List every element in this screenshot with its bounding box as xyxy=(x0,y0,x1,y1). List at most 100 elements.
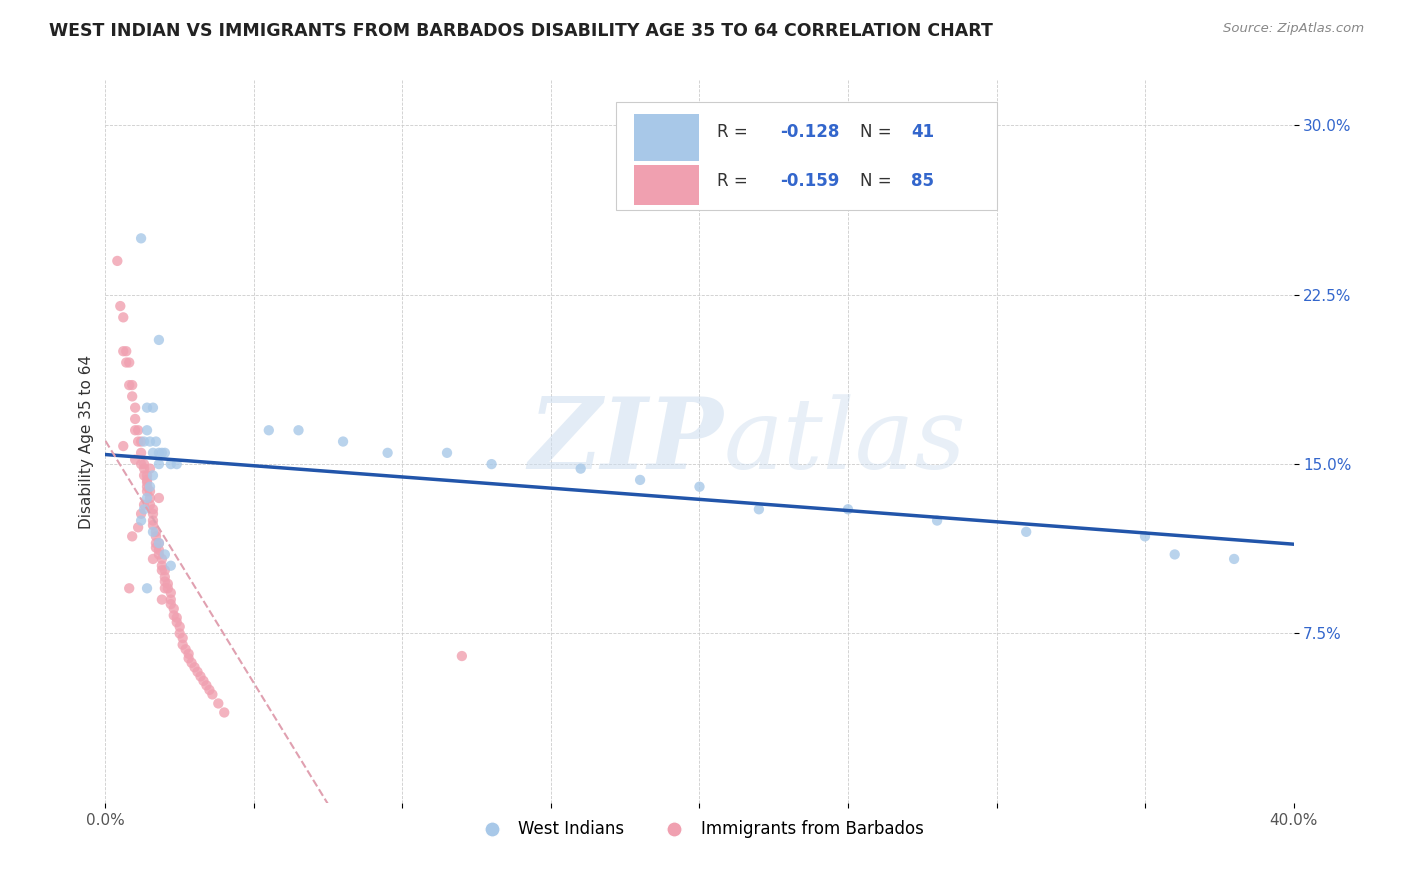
Point xyxy=(145,529,167,543)
Point xyxy=(332,434,354,449)
Point xyxy=(142,524,165,539)
Point xyxy=(139,491,162,505)
Point xyxy=(129,434,152,449)
Point xyxy=(450,648,472,663)
Text: N =: N = xyxy=(860,172,897,190)
Point xyxy=(136,401,159,415)
Y-axis label: Disability Age 35 to 64: Disability Age 35 to 64 xyxy=(79,354,94,529)
Point xyxy=(159,597,181,611)
Point xyxy=(145,541,167,555)
Point xyxy=(115,344,138,359)
Point xyxy=(115,355,138,369)
Bar xyxy=(634,114,700,161)
Point xyxy=(169,620,191,634)
Point xyxy=(153,582,176,596)
Point xyxy=(156,582,179,596)
Point xyxy=(118,378,141,392)
Point xyxy=(159,592,181,607)
Point xyxy=(132,468,155,483)
Legend: West Indians, Immigrants from Barbados: West Indians, Immigrants from Barbados xyxy=(468,814,931,845)
Point xyxy=(153,574,176,589)
Point xyxy=(105,253,128,268)
Point xyxy=(148,333,170,347)
Point xyxy=(748,502,770,516)
Point xyxy=(201,687,224,701)
Point xyxy=(124,412,146,426)
Point xyxy=(148,542,170,557)
Point xyxy=(257,423,280,437)
Point xyxy=(142,514,165,528)
Point xyxy=(153,570,176,584)
Text: atlas: atlas xyxy=(723,394,966,489)
Point xyxy=(136,484,159,499)
Point xyxy=(148,536,170,550)
Point xyxy=(150,592,173,607)
Point xyxy=(136,491,159,505)
Text: R =: R = xyxy=(717,172,754,190)
Text: ZIP: ZIP xyxy=(529,393,723,490)
Point xyxy=(136,475,159,490)
Point xyxy=(127,423,149,437)
Point xyxy=(145,524,167,539)
Point xyxy=(1223,552,1246,566)
Point xyxy=(112,310,135,325)
Point xyxy=(159,586,181,600)
Point xyxy=(150,558,173,573)
Point xyxy=(689,480,711,494)
Point xyxy=(169,626,191,640)
Point xyxy=(127,434,149,449)
Point xyxy=(132,461,155,475)
Point xyxy=(148,446,170,460)
Text: Source: ZipAtlas.com: Source: ZipAtlas.com xyxy=(1223,22,1364,36)
Point xyxy=(124,401,146,415)
Point xyxy=(163,608,186,623)
Point xyxy=(481,457,503,471)
Point xyxy=(153,563,176,577)
Point xyxy=(166,457,188,471)
Point xyxy=(195,678,218,692)
Point xyxy=(172,638,194,652)
Point xyxy=(142,552,165,566)
Point xyxy=(142,518,165,533)
Point xyxy=(139,461,162,475)
Point xyxy=(172,631,194,645)
Point xyxy=(132,457,155,471)
Text: WEST INDIAN VS IMMIGRANTS FROM BARBADOS DISABILITY AGE 35 TO 64 CORRELATION CHAR: WEST INDIAN VS IMMIGRANTS FROM BARBADOS … xyxy=(49,22,993,40)
Point xyxy=(129,231,152,245)
Text: N =: N = xyxy=(860,123,897,141)
Text: R =: R = xyxy=(717,123,754,141)
Point xyxy=(207,697,229,711)
Point xyxy=(180,656,202,670)
Point xyxy=(186,665,208,679)
Point xyxy=(214,706,236,720)
Point xyxy=(139,480,162,494)
Point xyxy=(129,514,152,528)
Point xyxy=(112,439,135,453)
Point xyxy=(139,498,162,512)
Point xyxy=(124,452,146,467)
Point xyxy=(153,446,176,460)
Text: -0.159: -0.159 xyxy=(780,172,839,190)
Point xyxy=(142,502,165,516)
Point xyxy=(145,536,167,550)
Point xyxy=(1015,524,1038,539)
Point xyxy=(148,457,170,471)
Point xyxy=(129,507,152,521)
Point xyxy=(136,582,159,596)
Point xyxy=(139,434,162,449)
Point xyxy=(132,498,155,512)
Point xyxy=(118,355,141,369)
Point xyxy=(150,563,173,577)
Point xyxy=(174,642,197,657)
Point xyxy=(159,457,181,471)
Point xyxy=(837,502,859,516)
Point xyxy=(436,446,458,460)
Point xyxy=(112,344,135,359)
Point xyxy=(153,548,176,562)
Point xyxy=(177,651,200,665)
Point xyxy=(190,669,212,683)
Point xyxy=(142,468,165,483)
Point xyxy=(124,423,146,437)
Point xyxy=(136,480,159,494)
Point xyxy=(927,514,949,528)
